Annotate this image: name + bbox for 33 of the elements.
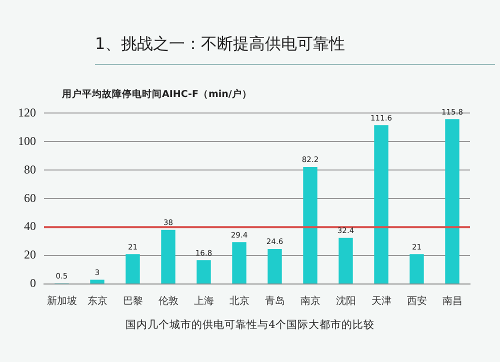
bar [232, 242, 246, 284]
y-tick-label: 60 [24, 190, 36, 205]
x-tick-label: 西安 [406, 294, 427, 307]
bar [445, 119, 460, 284]
x-tick-label: 天津 [371, 294, 392, 307]
x-tick-label: 南昌 [442, 294, 462, 307]
y-tick-label: 40 [24, 219, 36, 234]
x-tick-label: 青岛 [264, 294, 285, 307]
x-tick-label: 南京 [300, 294, 320, 307]
text: 国内几个城市的供电可靠性与4个国际大都市的比较 [124, 318, 376, 332]
x-tick-label: 东京 [87, 294, 108, 307]
bar [410, 254, 424, 284]
x-tick-label: 沈阳 [336, 294, 356, 307]
bar [90, 280, 104, 284]
chart-title: 1、挑战之一：不断提高供电可靠性 [95, 34, 346, 55]
bar [374, 125, 388, 284]
y-tick-label: 0 [30, 276, 36, 290]
bar [126, 254, 140, 284]
y-tick-label: 120 [18, 105, 36, 120]
x-tick-label: 新加坡 [46, 294, 77, 307]
x-tick-label: 伦敦 [158, 294, 178, 307]
chart-subtitle: 用户平均故障停电时间AIHC-F（min/户） [62, 88, 252, 101]
y-tick-label: 100 [18, 134, 36, 148]
bar [161, 230, 176, 284]
x-tick-label: 北京 [229, 294, 250, 307]
bar [196, 260, 211, 284]
x-tick-label: 巴黎 [122, 294, 143, 307]
y-tick-label: 80 [24, 162, 36, 176]
bar [338, 238, 353, 284]
bar [268, 248, 282, 284]
x-tick-label: 上海 [194, 294, 214, 307]
y-tick-label: 20 [24, 248, 36, 262]
bar [303, 167, 318, 284]
